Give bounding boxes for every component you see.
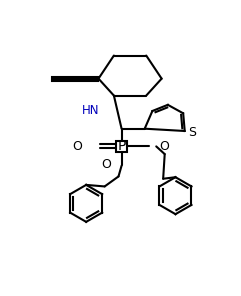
Text: O: O (73, 140, 82, 153)
Bar (116, 141, 127, 152)
Text: O: O (159, 140, 169, 153)
Text: HN: HN (82, 104, 100, 118)
Text: S: S (188, 126, 196, 139)
Text: P: P (117, 139, 126, 153)
Text: O: O (102, 158, 112, 171)
